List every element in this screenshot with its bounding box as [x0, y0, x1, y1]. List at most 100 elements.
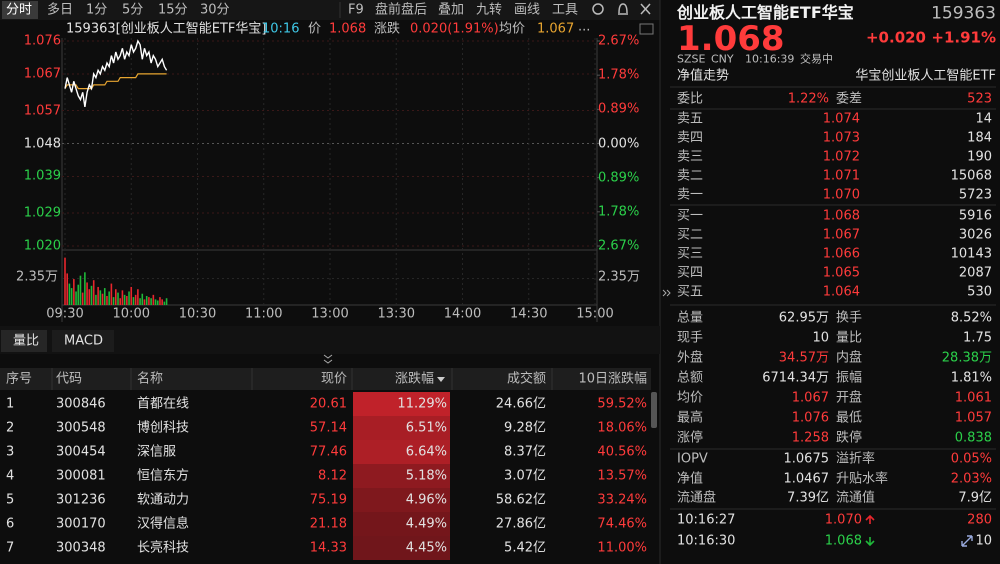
price: 1.068 [329, 21, 367, 37]
table-cell: 33.24% [597, 492, 647, 508]
table-cell[interactable]: 博创科技 [137, 420, 190, 436]
table-cell: 77.46 [309, 444, 347, 460]
stat-value: 10 [812, 330, 829, 346]
fund-name[interactable]: 华宝创业板人工智能ETF [855, 68, 996, 84]
stat-value: 1.258 [791, 430, 829, 446]
cell-highlight [353, 464, 450, 488]
label: 委差 [836, 91, 863, 107]
table-cell: 300170 [56, 516, 106, 532]
column-header[interactable]: 成交额 [506, 371, 546, 387]
volume-bar [126, 295, 128, 305]
book-label: 卖五 [677, 111, 704, 127]
book-price: 1.072 [822, 149, 860, 165]
status: 交易中 [800, 52, 833, 66]
table-cell: 11.00% [597, 540, 647, 556]
symbol: 159363[创业板人工智能ETF华宝] [66, 21, 267, 37]
stat-value: 0.05% [950, 451, 992, 467]
avg-price-line [64, 73, 167, 90]
indicator-tab[interactable]: MACD [64, 333, 103, 349]
stat-value: 0.838 [954, 430, 992, 446]
tab[interactable]: 15分 [158, 2, 188, 18]
stat-value: 1.0675 [783, 451, 830, 467]
stat-label: 流通盘 [677, 490, 717, 506]
tab[interactable]: 30分 [200, 2, 230, 18]
tab[interactable]: 1分 [86, 2, 108, 18]
table-cell: 300081 [56, 468, 106, 484]
nav-link[interactable]: 净值走势 [677, 68, 730, 84]
tab[interactable]: 多日 [47, 2, 74, 18]
indicator-tab[interactable]: 量比 [13, 333, 40, 349]
cell-highlight [353, 512, 450, 536]
tool-button[interactable]: 工具 [552, 2, 579, 18]
cell-highlight [353, 416, 450, 440]
table-cell[interactable]: 首都在线 [137, 396, 190, 412]
x-tick-label: 13:30 [377, 306, 415, 322]
tab[interactable]: 5分 [122, 2, 144, 18]
book-label: 卖一 [677, 187, 704, 203]
book-volume: 5916 [958, 208, 992, 224]
volume-bar [130, 286, 133, 305]
tool-button[interactable]: 盘前盘后 [375, 2, 428, 18]
y-tick-label: 1.039 [23, 168, 61, 184]
tool-button[interactable]: 九转 [476, 2, 503, 18]
stat-label: 内盘 [836, 350, 863, 366]
tool-button[interactable]: 叠加 [438, 2, 465, 18]
volume-bar [156, 300, 159, 305]
column-header[interactable]: 序号 [6, 371, 33, 387]
volume-bar [64, 257, 66, 305]
stat-value: 7.39亿 [787, 490, 829, 506]
table-cell[interactable]: 恒信东方 [137, 468, 190, 484]
stat-value: 2.03% [950, 471, 992, 486]
table-cell: 4.45% [405, 540, 447, 556]
stat-value: 1.0467 [783, 471, 830, 486]
table-cell: 75.19 [309, 492, 347, 508]
fund-title: 创业板人工智能ETF华宝 [677, 3, 854, 22]
book-price: 1.064 [822, 284, 860, 300]
volume-bar [139, 298, 141, 305]
table-cell[interactable]: 汉得信息 [137, 516, 190, 532]
column-header[interactable]: 10日涨跌幅 [578, 371, 647, 387]
table-cell: 9.28亿 [504, 420, 546, 436]
volume-bar [101, 293, 104, 305]
column-header[interactable]: 涨跌幅 [394, 371, 434, 387]
volume-bar [114, 289, 117, 305]
volume-bar [145, 295, 148, 305]
y2-tick-label: 0.89% [598, 101, 640, 117]
volume-bar [106, 295, 108, 305]
stat-label: 换手 [836, 310, 863, 326]
table-cell: 59.52% [597, 396, 647, 412]
trade-price: 1.070 [824, 512, 862, 528]
y-tick-label: 1.076 [23, 33, 61, 49]
book-volume: 10143 [950, 246, 992, 262]
book-price: 1.074 [822, 111, 860, 127]
cell-highlight [353, 536, 450, 560]
tab[interactable]: 分时 [6, 2, 33, 18]
table-cell: 14.33 [309, 540, 347, 556]
column-header[interactable]: 名称 [137, 371, 164, 387]
cell-highlight [353, 440, 450, 464]
table-cell[interactable]: 长亮科技 [137, 540, 190, 556]
volume-bar [75, 291, 77, 305]
column-header[interactable]: 现价 [320, 371, 347, 387]
volume-bar [161, 299, 163, 305]
volume-bar [123, 294, 126, 305]
volume-bar [95, 294, 97, 305]
table-cell[interactable]: 软通动力 [137, 492, 190, 508]
volume-bar [128, 291, 130, 305]
more[interactable]: ... [578, 19, 591, 35]
table-cell: 1 [6, 396, 15, 412]
x-tick-label: 13:00 [311, 306, 349, 322]
tool-button[interactable]: F9 [348, 2, 364, 18]
column-header[interactable]: 代码 [56, 371, 83, 387]
stat-value: 28.38万 [941, 350, 992, 366]
table-cell: 6 [6, 516, 15, 532]
table-cell[interactable]: 深信服 [137, 444, 177, 460]
stat-value: 62.95万 [778, 310, 829, 326]
volume-bar [165, 298, 168, 305]
table-cell: 301236 [56, 492, 106, 508]
y2-tick-label: 1.78% [598, 67, 640, 83]
tool-button[interactable]: 画线 [514, 2, 541, 18]
table-cell: 20.61 [309, 396, 347, 412]
time: 10:16 [262, 21, 300, 37]
